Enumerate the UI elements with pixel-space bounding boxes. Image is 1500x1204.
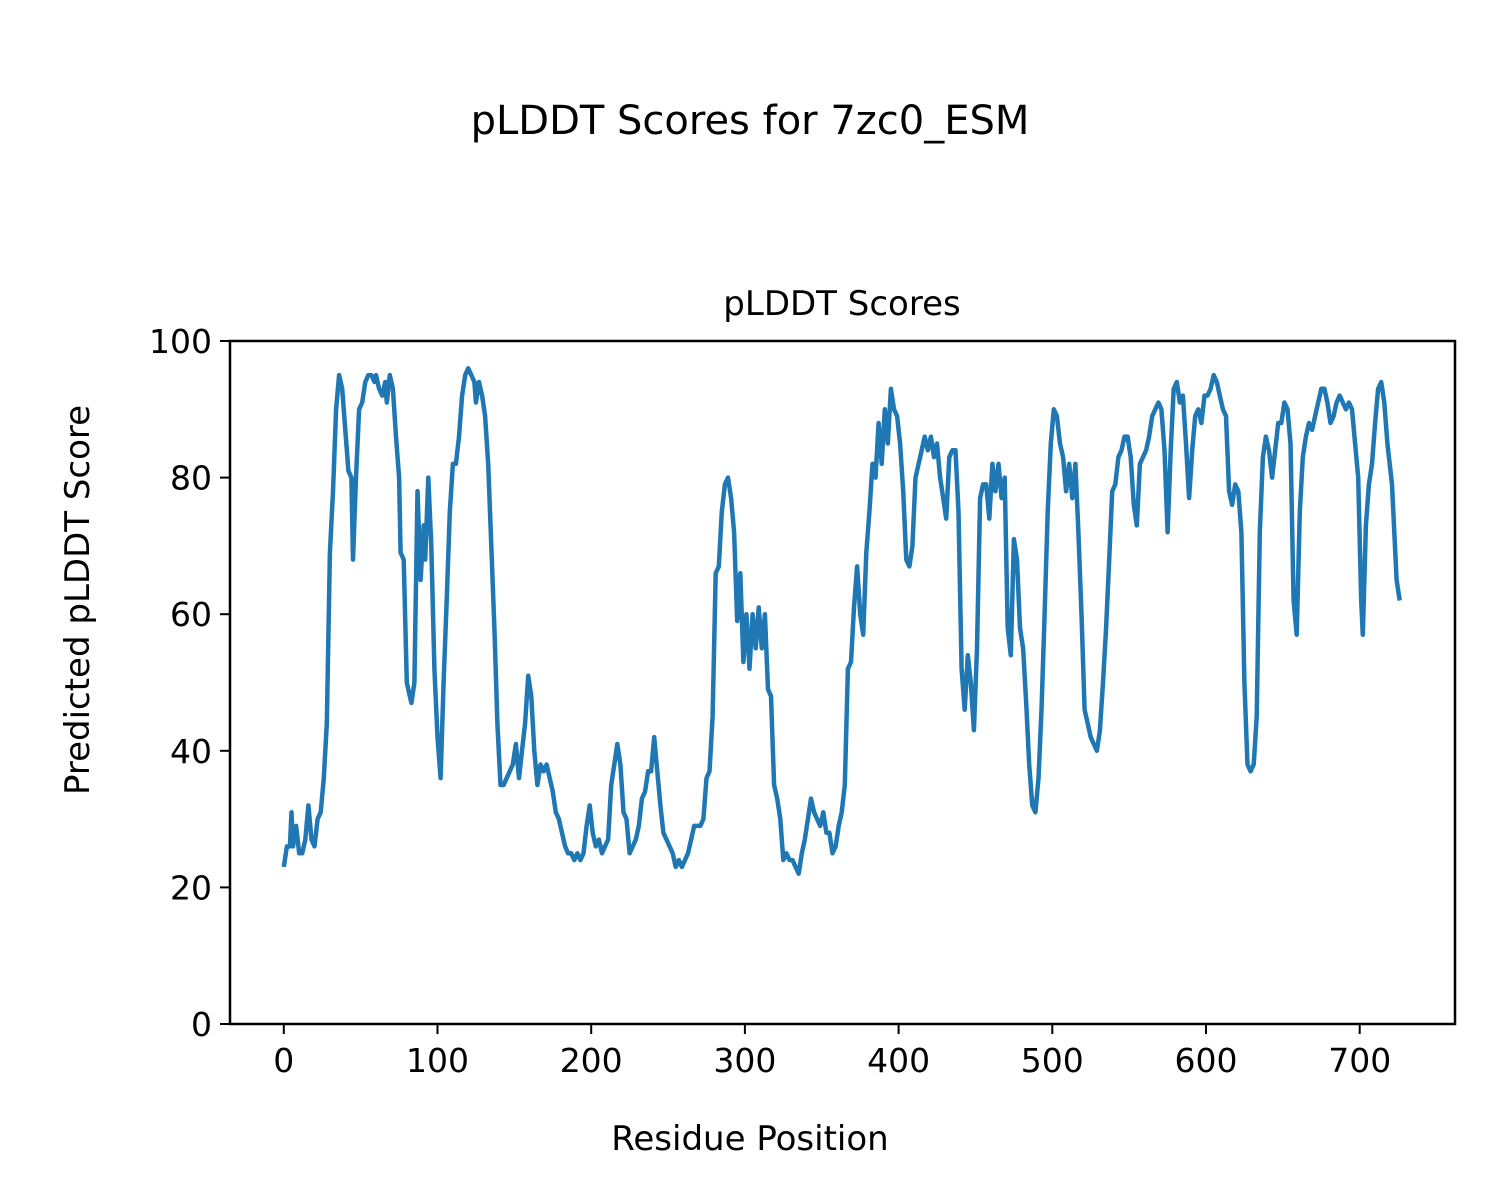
x-tick-label: 100 <box>406 1041 469 1080</box>
y-axis-label: Predicted pLDDT Score <box>58 405 98 795</box>
axes-frame <box>228 339 1457 1026</box>
x-axis-label: Residue Position <box>611 1119 888 1159</box>
y-tick-label: 60 <box>170 595 212 634</box>
figure-title: pLDDT Scores for 7zc0_ESM <box>471 98 1030 144</box>
x-tick-label: 300 <box>713 1041 776 1080</box>
y-tick-label: 20 <box>170 868 212 907</box>
y-tick-label: 80 <box>170 459 212 498</box>
x-tick-label: 600 <box>1175 1041 1238 1080</box>
axis-ticks: 0 100 200 300 400 500 600 700 0 20 40 60 80 100 <box>149 322 1391 1080</box>
x-tick-label: 200 <box>560 1041 623 1080</box>
y-tick-label: 100 <box>149 322 212 361</box>
series-line-plddt <box>281 366 1402 876</box>
axes-title: pLDDT Scores <box>723 284 960 324</box>
x-tick-label: 500 <box>1021 1041 1084 1080</box>
x-tick-label: 400 <box>867 1041 930 1080</box>
y-tick-label: 0 <box>191 1005 212 1044</box>
x-tick-label: 700 <box>1328 1041 1391 1080</box>
y-tick-label: 40 <box>170 732 212 771</box>
plot-area <box>281 366 1402 876</box>
x-tick-label: 0 <box>273 1041 294 1080</box>
